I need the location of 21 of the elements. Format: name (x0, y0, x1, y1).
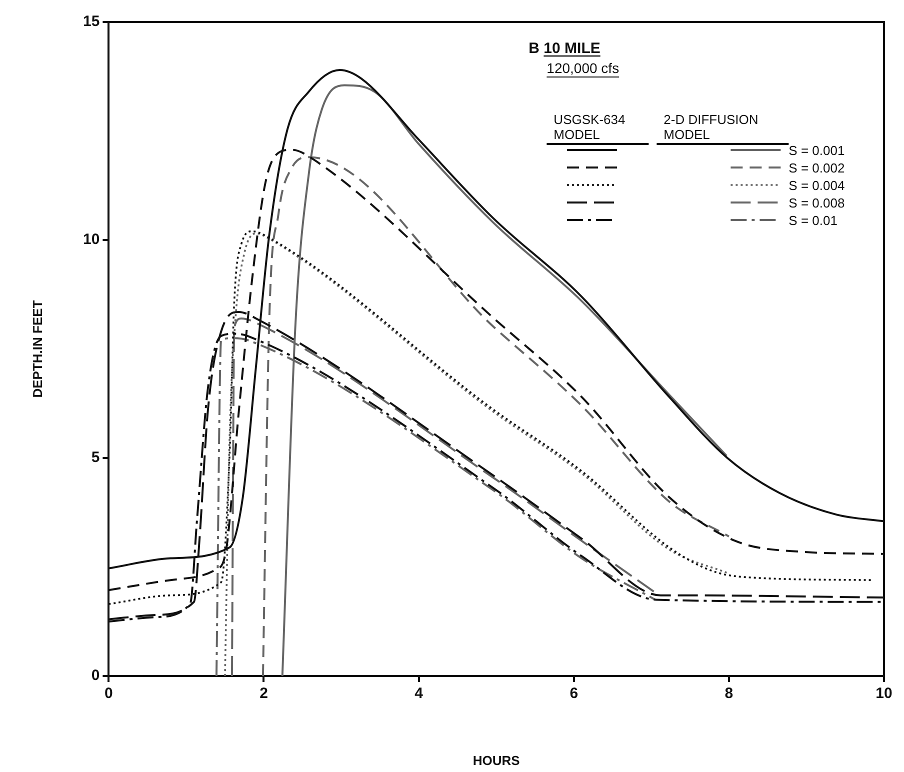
y-tick-label: 15 (82, 13, 100, 30)
text: 120,000 cfs (546, 60, 620, 76)
y-tick-label: 0 (91, 667, 100, 684)
legend-label: S = 0.01 (788, 213, 838, 228)
y-axis-title: DEPTH.IN FEET (30, 300, 45, 398)
legend-label: S = 0.008 (788, 196, 845, 210)
x-tick-label: 10 (876, 685, 892, 702)
legend-label: S = 0.002 (788, 160, 845, 176)
x-axis-title: HOURS (472, 753, 520, 768)
y-tick-label: 5 (91, 449, 100, 466)
legend-label: S = 0.004 (788, 178, 845, 193)
x-tick-label: 2 (260, 685, 268, 702)
x-tick-label: 0 (104, 685, 113, 702)
y-tick-label: 10 (82, 231, 100, 248)
x-tick-label: 8 (724, 685, 734, 702)
x-tick-label: 4 (414, 685, 424, 702)
legend-label: S = 0.001 (788, 143, 845, 158)
text: B 10 MILE (528, 40, 600, 57)
annotation: USGSK-634 MODEL (554, 112, 626, 142)
x-tick-label: 6 (570, 685, 578, 702)
annotation: 2-D DIFFUSION MODEL (664, 112, 758, 142)
